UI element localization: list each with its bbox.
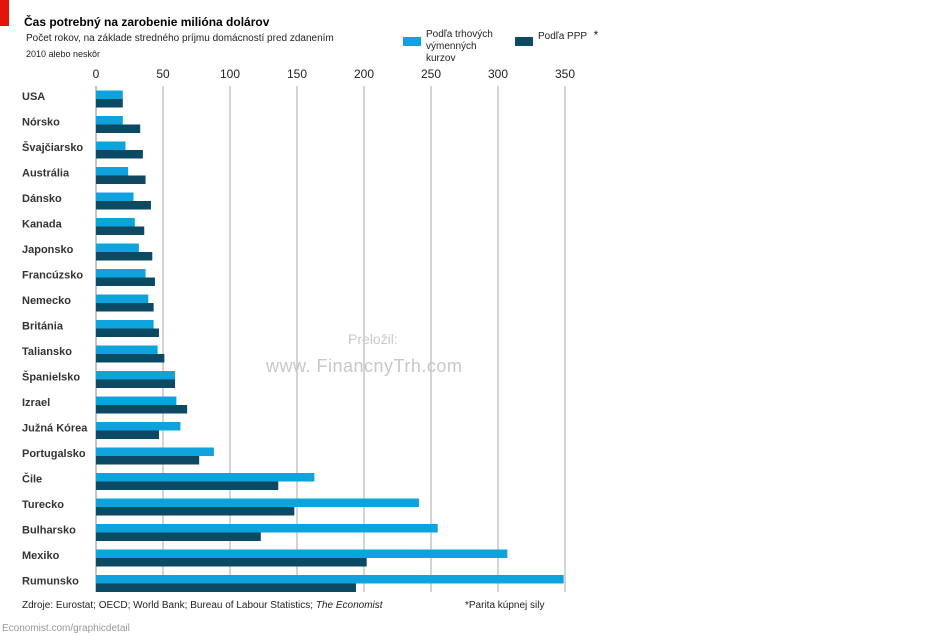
bar-ppp-9 <box>96 328 159 337</box>
bar-ppp-5 <box>96 226 145 235</box>
bar-ppp-12 <box>96 405 188 414</box>
bar-ppp-3 <box>96 175 146 184</box>
bar-market-11 <box>96 371 176 380</box>
x-axis-ticks: 0 50 100 150 200 250 300 350 <box>93 67 576 81</box>
footer-sources: Zdroje: Eurostat; OECD; World Bank; Bure… <box>22 600 383 611</box>
chart-title: Čas potrebný na zarobenie milióna doláro… <box>24 15 270 29</box>
legend-swatch-ppp <box>515 37 533 46</box>
legend-label-market-line3: kurzov <box>426 53 456 64</box>
bar-ppp-10 <box>96 354 165 363</box>
category-label-5: Kanada <box>22 219 63 231</box>
category-label-10: Taliansko <box>22 346 72 358</box>
chart-bars <box>96 90 564 592</box>
category-label-6: Japonsko <box>22 244 74 256</box>
category-label-18: Mexiko <box>22 550 60 562</box>
bar-ppp-14 <box>96 456 200 465</box>
bar-ppp-15 <box>96 481 279 490</box>
category-label-3: Austrália <box>22 168 70 180</box>
bar-ppp-2 <box>96 150 143 159</box>
x-tick-label-200: 200 <box>354 67 374 81</box>
legend-swatch-market <box>403 37 421 46</box>
bar-market-12 <box>96 396 177 405</box>
bar-ppp-1 <box>96 124 141 133</box>
x-tick-label-250: 250 <box>421 67 441 81</box>
legend-label-market-line2: výmenných <box>426 41 477 52</box>
footer-sources-italic: The Economist <box>315 600 383 611</box>
category-label-0: USA <box>22 91 45 103</box>
category-label-11: Španielsko <box>22 371 80 384</box>
bar-ppp-7 <box>96 277 155 286</box>
bar-ppp-4 <box>96 201 151 210</box>
chart-subtitle: Počet rokov, na základe stredného príjmu… <box>26 33 334 44</box>
bar-market-5 <box>96 218 135 227</box>
legend-label-ppp: Podľa PPP * <box>538 29 598 43</box>
bar-market-9 <box>96 320 154 329</box>
chart-grid <box>95 86 566 592</box>
bar-market-3 <box>96 167 129 176</box>
footer-sources-text: Zdroje: Eurostat; OECD; World Bank; Bure… <box>22 600 314 611</box>
category-label-8: Nemecko <box>22 295 71 307</box>
x-tick-label-50: 50 <box>156 67 170 81</box>
watermark-line1: Preložil: <box>348 331 398 347</box>
bar-market-13 <box>96 422 181 431</box>
category-label-4: Dánsko <box>22 193 62 205</box>
category-label-1: Nórsko <box>22 117 60 129</box>
legend-label-ppp-star: * <box>593 28 599 42</box>
bar-market-18 <box>96 549 508 558</box>
bar-market-17 <box>96 524 438 533</box>
footer-url: Economist.com/graphicdetail <box>2 623 130 634</box>
bar-ppp-16 <box>96 507 295 516</box>
category-label-9: Británia <box>22 321 64 333</box>
bar-market-10 <box>96 345 158 354</box>
category-label-17: Bulharsko <box>22 525 76 537</box>
category-label-16: Turecko <box>22 499 64 511</box>
category-label-2: Švajčiarsko <box>22 141 83 154</box>
category-label-15: Čile <box>22 473 42 486</box>
category-label-19: Rumunsko <box>22 576 79 588</box>
legend-label-market-line1: Podľa trhových <box>426 29 493 40</box>
bar-ppp-13 <box>96 430 159 439</box>
bar-market-19 <box>96 575 564 584</box>
legend-label-ppp-text: Podľa PPP <box>538 31 587 42</box>
bar-market-16 <box>96 498 419 507</box>
bar-market-1 <box>96 116 123 125</box>
legend-label-market: Podľa trhových výmenných kurzov <box>426 29 493 65</box>
category-label-14: Portugalsko <box>22 448 86 460</box>
bar-market-14 <box>96 447 214 456</box>
bar-ppp-11 <box>96 379 176 388</box>
x-tick-label-350: 350 <box>555 67 575 81</box>
bar-market-7 <box>96 269 146 278</box>
bar-market-0 <box>96 90 123 99</box>
footer-ppp-note: *Parita kúpnej sily <box>465 600 545 611</box>
bar-ppp-17 <box>96 532 261 541</box>
bar-ppp-18 <box>96 558 367 567</box>
bar-market-2 <box>96 141 126 150</box>
bar-ppp-0 <box>96 99 123 108</box>
watermark-line2: www. FinancnyTrh.com <box>266 356 463 376</box>
bar-ppp-6 <box>96 252 153 261</box>
category-labels: USA Nórsko Švajčiarsko Austrália Dánsko Kanad… <box>22 91 88 588</box>
brand-accent-tab <box>0 0 9 26</box>
x-tick-label-300: 300 <box>488 67 508 81</box>
bar-market-15 <box>96 473 315 482</box>
category-label-12: Izrael <box>22 397 50 409</box>
x-tick-label-150: 150 <box>287 67 307 81</box>
bar-ppp-19 <box>96 583 356 592</box>
chart-subtitle-year: 2010 alebo neskôr <box>26 49 101 59</box>
bar-ppp-8 <box>96 303 154 312</box>
bar-market-4 <box>96 192 134 201</box>
x-tick-label-0: 0 <box>93 67 100 81</box>
x-tick-label-100: 100 <box>220 67 240 81</box>
category-label-7: Francúzsko <box>22 270 83 282</box>
bar-market-8 <box>96 294 149 303</box>
category-label-13: Južná Kórea <box>22 423 88 435</box>
bar-market-6 <box>96 243 139 252</box>
